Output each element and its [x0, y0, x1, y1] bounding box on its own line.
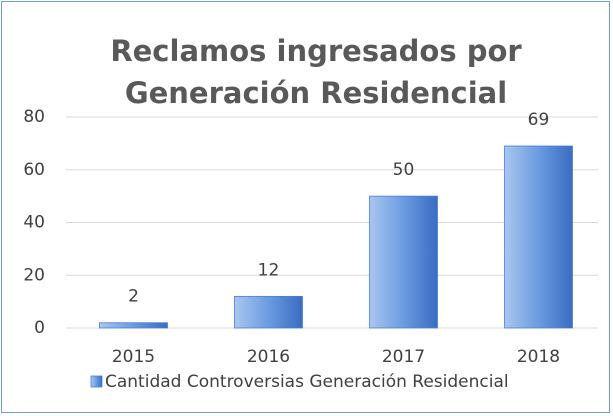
- y-tick-label: 80: [23, 107, 45, 127]
- x-tick-label: 2016: [247, 347, 290, 367]
- legend-swatch: [90, 375, 103, 388]
- y-tick-label: 20: [23, 265, 45, 285]
- bar: [99, 322, 168, 329]
- data-label: 2: [128, 287, 139, 307]
- y-tick-label: 60: [23, 160, 45, 180]
- x-tick-label: 2018: [517, 347, 560, 367]
- y-tick-label: 40: [23, 213, 45, 233]
- bar: [234, 295, 303, 329]
- chart-title: Reclamos ingresados por Generación Resid…: [110, 34, 522, 110]
- legend-label: Cantidad Controversias Generación Reside…: [105, 372, 509, 392]
- y-tick-label: 0: [34, 318, 45, 338]
- data-label: 50: [393, 160, 415, 180]
- data-label: 12: [258, 260, 280, 280]
- bar: [504, 145, 573, 329]
- x-tick-label: 2017: [382, 347, 425, 367]
- data-label: 69: [528, 110, 550, 130]
- bar: [369, 195, 438, 329]
- x-tick-label: 2015: [112, 347, 155, 367]
